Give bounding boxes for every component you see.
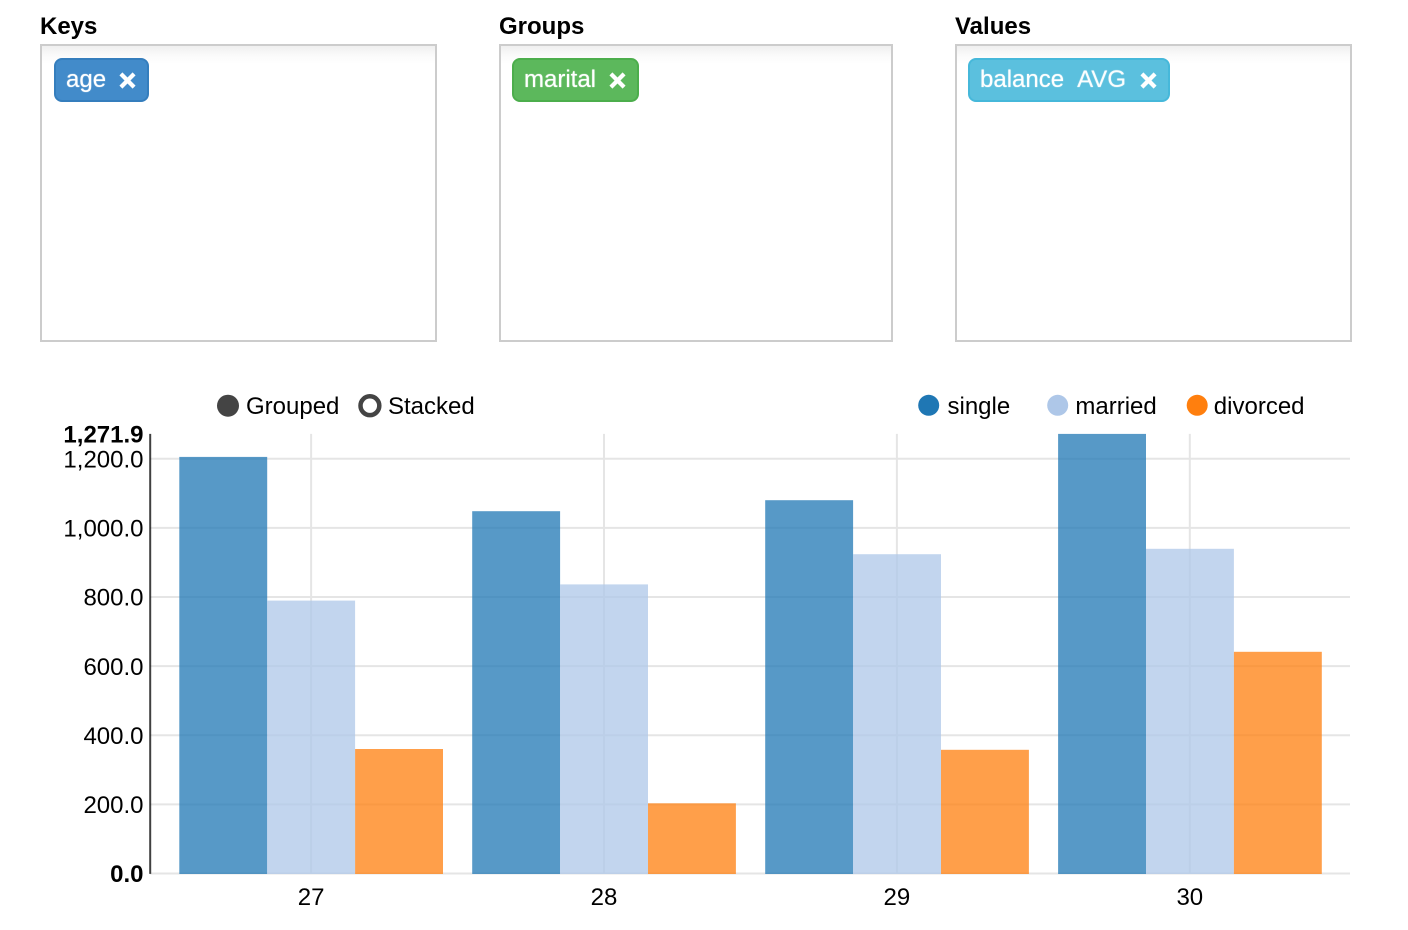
svg-text:600.0: 600.0 [83,654,143,681]
svg-text:Stacked: Stacked [388,393,475,420]
svg-text:divorced: divorced [1214,393,1305,420]
svg-text:400.0: 400.0 [83,723,143,750]
svg-text:0.0: 0.0 [110,861,143,888]
svg-text:200.0: 200.0 [83,792,143,819]
svg-text:30: 30 [1176,884,1203,911]
svg-text:married: married [1075,393,1156,420]
svg-text:1,271.9: 1,271.9 [63,422,143,449]
svg-text:Grouped: Grouped [246,393,339,420]
svg-text:800.0: 800.0 [83,585,143,612]
svg-text:1,200.0: 1,200.0 [63,446,143,473]
svg-text:1,000.0: 1,000.0 [63,516,143,543]
svg-text:single: single [948,393,1011,420]
svg-text:28: 28 [591,884,618,911]
svg-text:29: 29 [884,884,911,911]
svg-text:27: 27 [298,884,325,911]
